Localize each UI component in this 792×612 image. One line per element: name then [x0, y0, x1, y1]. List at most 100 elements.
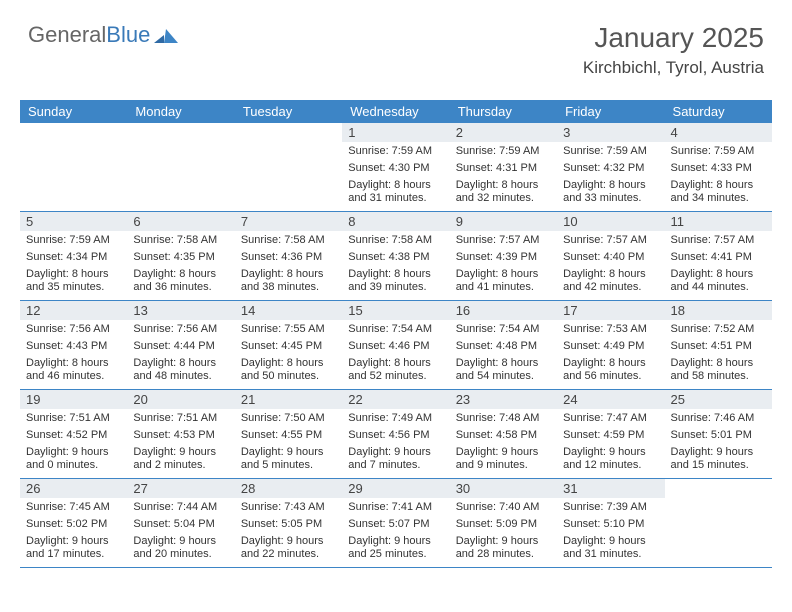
sunrise-text: Sunrise: 7:51 AM	[20, 409, 127, 426]
day-number: 5	[20, 212, 127, 231]
sunrise-text: Sunrise: 7:40 AM	[450, 498, 557, 515]
daylight-text: Daylight: 8 hours and 41 minutes.	[450, 265, 557, 296]
location-subtitle: Kirchbichl, Tyrol, Austria	[583, 58, 764, 78]
day-cell: 7Sunrise: 7:58 AMSunset: 4:36 PMDaylight…	[235, 212, 342, 300]
day-cell: 31Sunrise: 7:39 AMSunset: 5:10 PMDayligh…	[557, 479, 664, 567]
day-cell: 13Sunrise: 7:56 AMSunset: 4:44 PMDayligh…	[127, 301, 234, 389]
calendar: Sunday Monday Tuesday Wednesday Thursday…	[20, 100, 772, 568]
sunrise-text: Sunrise: 7:59 AM	[20, 231, 127, 248]
day-cell: 1Sunrise: 7:59 AMSunset: 4:30 PMDaylight…	[342, 123, 449, 211]
sunset-text: Sunset: 4:53 PM	[127, 426, 234, 443]
sunset-text: Sunset: 4:44 PM	[127, 337, 234, 354]
day-cell: 2Sunrise: 7:59 AMSunset: 4:31 PMDaylight…	[450, 123, 557, 211]
daylight-text: Daylight: 8 hours and 32 minutes.	[450, 176, 557, 207]
day-number: 23	[450, 390, 557, 409]
day-cell: 5Sunrise: 7:59 AMSunset: 4:34 PMDaylight…	[20, 212, 127, 300]
day-cell: 16Sunrise: 7:54 AMSunset: 4:48 PMDayligh…	[450, 301, 557, 389]
day-number: 19	[20, 390, 127, 409]
sunset-text: Sunset: 4:56 PM	[342, 426, 449, 443]
sunrise-text: Sunrise: 7:47 AM	[557, 409, 664, 426]
sunset-text: Sunset: 4:40 PM	[557, 248, 664, 265]
sunset-text: Sunset: 4:55 PM	[235, 426, 342, 443]
page-title: January 2025	[583, 22, 764, 54]
daylight-text: Daylight: 8 hours and 56 minutes.	[557, 354, 664, 385]
daylight-text: Daylight: 8 hours and 54 minutes.	[450, 354, 557, 385]
daylight-text: Daylight: 9 hours and 17 minutes.	[20, 532, 127, 563]
week-row: 5Sunrise: 7:59 AMSunset: 4:34 PMDaylight…	[20, 212, 772, 301]
day-cell	[665, 479, 772, 567]
daylight-text: Daylight: 9 hours and 22 minutes.	[235, 532, 342, 563]
daylight-text: Daylight: 8 hours and 33 minutes.	[557, 176, 664, 207]
weekday-label: Tuesday	[235, 100, 342, 123]
sunset-text: Sunset: 4:33 PM	[665, 159, 772, 176]
daylight-text: Daylight: 8 hours and 44 minutes.	[665, 265, 772, 296]
sunset-text: Sunset: 4:52 PM	[20, 426, 127, 443]
sunset-text: Sunset: 4:32 PM	[557, 159, 664, 176]
daylight-text: Daylight: 8 hours and 38 minutes.	[235, 265, 342, 296]
sunset-text: Sunset: 4:43 PM	[20, 337, 127, 354]
sunrise-text: Sunrise: 7:56 AM	[20, 320, 127, 337]
day-cell: 14Sunrise: 7:55 AMSunset: 4:45 PMDayligh…	[235, 301, 342, 389]
sunrise-text: Sunrise: 7:58 AM	[127, 231, 234, 248]
daylight-text: Daylight: 8 hours and 58 minutes.	[665, 354, 772, 385]
sunrise-text: Sunrise: 7:54 AM	[450, 320, 557, 337]
day-cell: 26Sunrise: 7:45 AMSunset: 5:02 PMDayligh…	[20, 479, 127, 567]
sunset-text: Sunset: 4:38 PM	[342, 248, 449, 265]
day-number: 12	[20, 301, 127, 320]
daylight-text: Daylight: 9 hours and 12 minutes.	[557, 443, 664, 474]
weekday-label: Saturday	[665, 100, 772, 123]
day-cell: 15Sunrise: 7:54 AMSunset: 4:46 PMDayligh…	[342, 301, 449, 389]
sunrise-text: Sunrise: 7:46 AM	[665, 409, 772, 426]
day-number: 6	[127, 212, 234, 231]
week-row: 19Sunrise: 7:51 AMSunset: 4:52 PM Dayligh…	[20, 390, 772, 479]
sunrise-text: Sunrise: 7:57 AM	[450, 231, 557, 248]
day-number: 2	[450, 123, 557, 142]
brand-part2: Blue	[106, 22, 150, 48]
daylight-text: Daylight: 8 hours and 31 minutes.	[342, 176, 449, 207]
day-number: 10	[557, 212, 664, 231]
brand-mark-icon	[154, 25, 180, 45]
daylight-text: Daylight: 8 hours and 39 minutes.	[342, 265, 449, 296]
sunset-text: Sunset: 4:41 PM	[665, 248, 772, 265]
day-number: 7	[235, 212, 342, 231]
daylight-text: Daylight: 8 hours and 52 minutes.	[342, 354, 449, 385]
sunrise-text: Sunrise: 7:49 AM	[342, 409, 449, 426]
sunrise-text: Sunrise: 7:54 AM	[342, 320, 449, 337]
day-cell: 8Sunrise: 7:58 AMSunset: 4:38 PMDaylight…	[342, 212, 449, 300]
week-row: 1Sunrise: 7:59 AMSunset: 4:30 PMDaylight…	[20, 123, 772, 212]
sunset-text: Sunset: 5:09 PM	[450, 515, 557, 532]
daylight-text: Daylight: 9 hours and 15 minutes.	[665, 443, 772, 474]
day-number: 11	[665, 212, 772, 231]
day-number: 15	[342, 301, 449, 320]
sunrise-text: Sunrise: 7:58 AM	[342, 231, 449, 248]
day-number: 28	[235, 479, 342, 498]
sunset-text: Sunset: 4:45 PM	[235, 337, 342, 354]
day-number: 30	[450, 479, 557, 498]
day-cell: 25Sunrise: 7:46 AMSunset: 5:01 PMDayligh…	[665, 390, 772, 478]
sunrise-text: Sunrise: 7:55 AM	[235, 320, 342, 337]
sunrise-text: Sunrise: 7:56 AM	[127, 320, 234, 337]
day-cell: 4Sunrise: 7:59 AMSunset: 4:33 PMDaylight…	[665, 123, 772, 211]
weeks-container: 1Sunrise: 7:59 AMSunset: 4:30 PMDaylight…	[20, 123, 772, 568]
sunset-text: Sunset: 4:49 PM	[557, 337, 664, 354]
day-number: 16	[450, 301, 557, 320]
sunset-text: Sunset: 5:01 PM	[665, 426, 772, 443]
daylight-text: Daylight: 9 hours and 5 minutes.	[235, 443, 342, 474]
day-cell: 28Sunrise: 7:43 AMSunset: 5:05 PMDayligh…	[235, 479, 342, 567]
day-number: 3	[557, 123, 664, 142]
sunset-text: Sunset: 4:31 PM	[450, 159, 557, 176]
sunset-text: Sunset: 4:48 PM	[450, 337, 557, 354]
brand-part1: General	[28, 22, 106, 48]
daylight-text: Daylight: 8 hours and 50 minutes.	[235, 354, 342, 385]
weekday-label: Friday	[557, 100, 664, 123]
day-number: 25	[665, 390, 772, 409]
day-cell: 24Sunrise: 7:47 AMSunset: 4:59 PMDayligh…	[557, 390, 664, 478]
sunset-text: Sunset: 4:34 PM	[20, 248, 127, 265]
sunset-text: Sunset: 5:10 PM	[557, 515, 664, 532]
sunrise-text: Sunrise: 7:48 AM	[450, 409, 557, 426]
day-cell: 30Sunrise: 7:40 AMSunset: 5:09 PMDayligh…	[450, 479, 557, 567]
daylight-text: Daylight: 8 hours and 42 minutes.	[557, 265, 664, 296]
daylight-text: Daylight: 8 hours and 35 minutes.	[20, 265, 127, 296]
sunrise-text: Sunrise: 7:52 AM	[665, 320, 772, 337]
sunrise-text: Sunrise: 7:58 AM	[235, 231, 342, 248]
